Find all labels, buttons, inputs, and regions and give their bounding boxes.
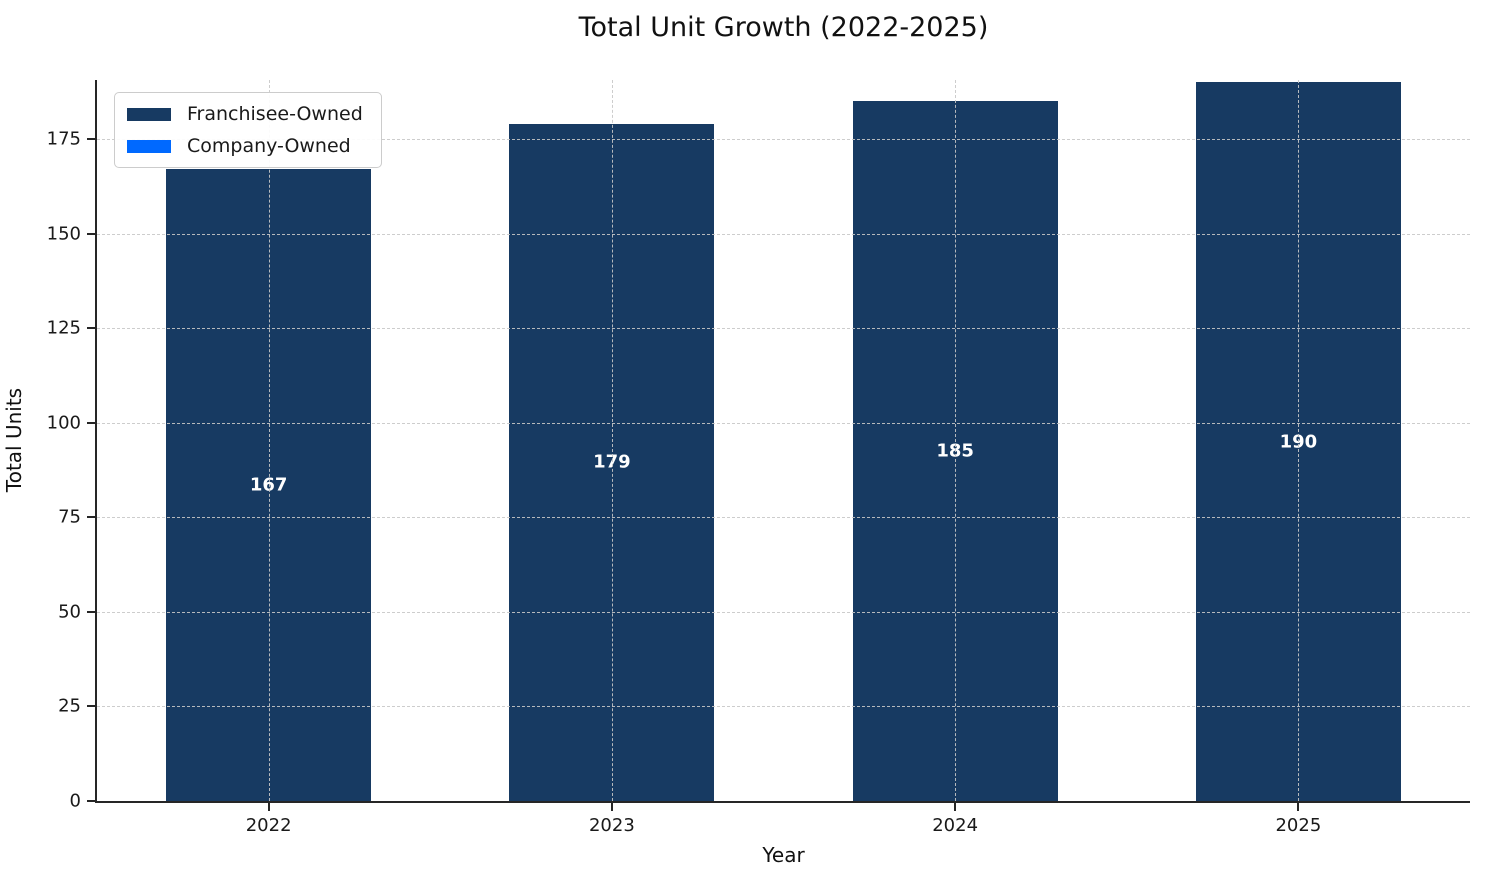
y-tick-125 [87, 327, 95, 330]
x-tick-label-2022: 2022 [245, 815, 292, 836]
x-tick-2022 [267, 803, 270, 811]
x-tick-2024 [954, 803, 957, 811]
x-tick-label-2025: 2025 [1275, 815, 1322, 836]
y-tick-100 [87, 421, 95, 424]
y-tick-label-150: 150 [46, 223, 81, 245]
x-tick-label-2024: 2024 [932, 815, 979, 836]
y-tick-50 [87, 610, 95, 613]
legend-swatch-company-owned [127, 139, 171, 153]
y-tick-150 [87, 232, 95, 235]
chart-title: Total Unit Growth (2022-2025) [578, 12, 989, 43]
y-tick-25 [87, 705, 95, 708]
y-tick-label-25: 25 [58, 695, 81, 717]
y-tick-label-50: 50 [58, 601, 81, 623]
legend-item-franchisee-owned: Franchisee-Owned [127, 103, 363, 125]
x-tick-2023 [610, 803, 613, 811]
y-tick-75 [87, 516, 95, 519]
legend-label-franchisee-owned: Franchisee-Owned [187, 103, 363, 125]
y-tick-label-75: 75 [58, 506, 81, 528]
y-tick-label-175: 175 [46, 128, 81, 150]
y-axis-spine [95, 80, 97, 801]
ticks-layer: 0 25 50 75 100 125 150 175 2022 2023 2024 2025 [47, 80, 1470, 837]
x-axis-spine [95, 801, 1470, 803]
legend-swatch-franchisee-owned [127, 107, 171, 121]
legend-item-company-owned: Company-Owned [127, 135, 363, 157]
legend-label-company-owned: Company-Owned [187, 135, 351, 157]
x-tick-label-2023: 2023 [588, 815, 635, 836]
y-tick-0 [87, 800, 95, 802]
y-tick-175 [87, 138, 95, 140]
y-tick-label-125: 125 [46, 317, 81, 339]
x-tick-2025 [1297, 803, 1300, 811]
x-axis-label: Year [762, 843, 805, 867]
y-axis-label: Total Units [2, 387, 26, 493]
plot-area: 167 179 185 190 0 25 50 75 100 125 150 175 2022 2023… [47, 80, 1470, 837]
y-tick-label-0: 0 [69, 790, 81, 812]
y-tick-label-100: 100 [46, 412, 81, 434]
legend: Franchisee-Owned Company-Owned [114, 92, 382, 168]
